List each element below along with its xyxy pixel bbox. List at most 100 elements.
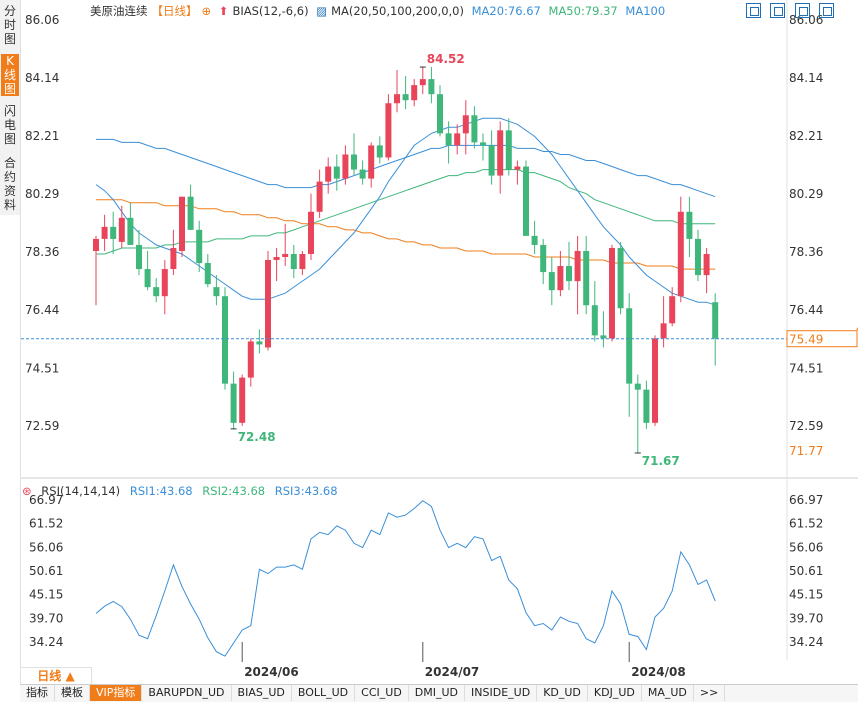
price-tick-left: 82.21 — [25, 129, 59, 143]
price-tick-left: 80.29 — [25, 187, 59, 201]
tab-templates[interactable]: 模板 — [55, 685, 90, 701]
tab-indicators[interactable]: 指标 — [20, 685, 55, 701]
current-price-box — [786, 330, 858, 348]
rsi-tick-left: 50.61 — [29, 564, 63, 578]
settings-icon[interactable]: ⊕ — [201, 4, 212, 18]
candle-body — [626, 308, 633, 384]
candle-body — [118, 217, 125, 242]
bias-label[interactable]: BIAS(12,-6,6) — [232, 4, 309, 18]
candle-body — [480, 142, 486, 146]
tab-kd[interactable]: KD_UD — [537, 685, 588, 701]
candle-body — [505, 130, 512, 170]
candle-body — [204, 263, 211, 285]
candle-body — [617, 247, 624, 309]
candle-body — [213, 287, 220, 297]
tab-kline[interactable]: K线图 — [1, 54, 19, 96]
rsi-tick-right: 61.52 — [789, 517, 823, 531]
tab-inside[interactable]: INSIDE_UD — [465, 685, 538, 701]
candle-body — [634, 383, 641, 390]
tab-flash-chart[interactable]: 闪电图 — [3, 104, 16, 146]
rsi-tick-right: 45.15 — [789, 588, 823, 602]
candle-body — [290, 253, 297, 270]
rsi-tick-left: 56.06 — [29, 540, 63, 554]
rsi-tick-left: 66.97 — [29, 493, 63, 507]
price-tick-right: 72.59 — [789, 419, 823, 433]
crosshair-icon[interactable] — [745, 3, 761, 18]
ma20-value: MA20:76.67 — [471, 4, 541, 18]
fullscreen-icon[interactable] — [819, 3, 834, 18]
period-label[interactable]: 【日线】 — [151, 4, 198, 18]
price-tick-right: 84.14 — [789, 71, 823, 85]
tab-dmi[interactable]: DMI_UD — [409, 685, 466, 701]
arrow-up-icon[interactable]: ⬆ — [218, 4, 229, 18]
tab-bias[interactable]: BIAS_UD — [232, 685, 292, 701]
tab-vip-indicators[interactable]: VIP指标 — [90, 685, 143, 701]
price-tick-right: 78.36 — [789, 245, 823, 259]
chart-area[interactable]: 86.06 86.06 84.14 84.14 82.21 82.21 80.29 80.29… — [20, 0, 858, 686]
candle-body — [583, 250, 590, 306]
tab-barupdn[interactable]: BARUPDN_UD — [142, 685, 232, 701]
candle-body — [351, 154, 357, 170]
rsi-label[interactable]: RSI(14,14,14) — [41, 484, 121, 498]
candle-body — [144, 269, 151, 288]
zoom-out-icon[interactable] — [794, 3, 810, 18]
extreme-label: 72.48 — [238, 430, 276, 444]
tab-boll[interactable]: BOLL_UD — [292, 685, 356, 701]
candle-body — [256, 341, 263, 345]
rsi1-value: RSI1:43.68 — [129, 484, 193, 498]
rsi-tick-left: 34.24 — [29, 635, 63, 649]
candle-body — [695, 238, 701, 276]
rsi-tick-right: 39.70 — [789, 611, 823, 625]
candle-body — [196, 229, 203, 264]
rsi-settings-icon[interactable]: ⊛ — [22, 484, 32, 498]
candle-body — [230, 383, 237, 423]
candle-body — [609, 247, 615, 339]
candle-body — [488, 145, 495, 176]
rsi3-value: RSI3:43.68 — [274, 484, 338, 498]
tab-kdj[interactable]: KDJ_UD — [588, 685, 642, 701]
candle-body — [101, 226, 108, 239]
candle-body — [359, 169, 366, 179]
candle-body — [273, 256, 280, 261]
ma-label[interactable]: MA(20,50,100,200,0,0) — [331, 4, 464, 18]
candle-body — [574, 250, 581, 282]
candle-body — [660, 323, 667, 339]
rsi-tick-left: 45.15 — [29, 588, 63, 602]
candle-body — [531, 235, 538, 245]
candle-body — [136, 244, 142, 270]
extreme-label: 84.52 — [427, 52, 465, 66]
candle-body — [419, 79, 426, 86]
candle-body — [342, 154, 349, 179]
more-tabs-button[interactable]: >> — [694, 685, 726, 701]
candle-body — [557, 266, 564, 291]
rsi2-value: RSI2:43.68 — [202, 484, 266, 498]
price-tick-left: 74.51 — [25, 361, 59, 375]
price-tick-left: 86.06 — [25, 13, 59, 27]
tab-contract-info[interactable]: 合约资料 — [3, 156, 16, 212]
tab-cci[interactable]: CCI_UD — [355, 685, 409, 701]
ma50-value: MA50:79.37 — [548, 4, 618, 18]
price-tick-left: 84.14 — [25, 71, 59, 85]
rsi-tick-left: 39.70 — [29, 611, 63, 625]
candle-body — [428, 79, 435, 95]
period-selector-button[interactable]: 日线 ▲ — [20, 667, 92, 685]
candle-body — [686, 211, 693, 239]
rsi-header: ⊛ RSI(14,14,14) RSI1:43.68 RSI2:43.68 RS… — [22, 484, 344, 498]
zoom-in-icon[interactable] — [770, 3, 785, 18]
current-price-label: 75.49 — [789, 333, 823, 347]
rsi-tick-right: 56.06 — [789, 540, 823, 554]
date-label: 2024/06 — [244, 665, 298, 679]
indicator-header: 美原油连续 【日线】 ⊕ ⬆ BIAS(12,-6,6) ▨ MA(20,50,100,… — [90, 3, 669, 19]
candle-body — [93, 238, 99, 251]
candlestick-chart[interactable]: 86.06 86.06 84.14 84.14 82.21 82.21 80.29 80.29… — [21, 0, 858, 686]
tab-ma[interactable]: MA_UD — [642, 685, 694, 701]
candle-body — [179, 196, 185, 251]
candle-body — [497, 130, 504, 176]
candle-body — [170, 247, 177, 270]
candle-body — [385, 103, 392, 158]
candle-body — [402, 94, 409, 101]
candle-body — [437, 94, 443, 134]
ma-chart-icon[interactable]: ▨ — [316, 4, 328, 18]
candle-body — [153, 287, 160, 297]
tab-timeshare[interactable]: 分时图 — [3, 4, 16, 46]
